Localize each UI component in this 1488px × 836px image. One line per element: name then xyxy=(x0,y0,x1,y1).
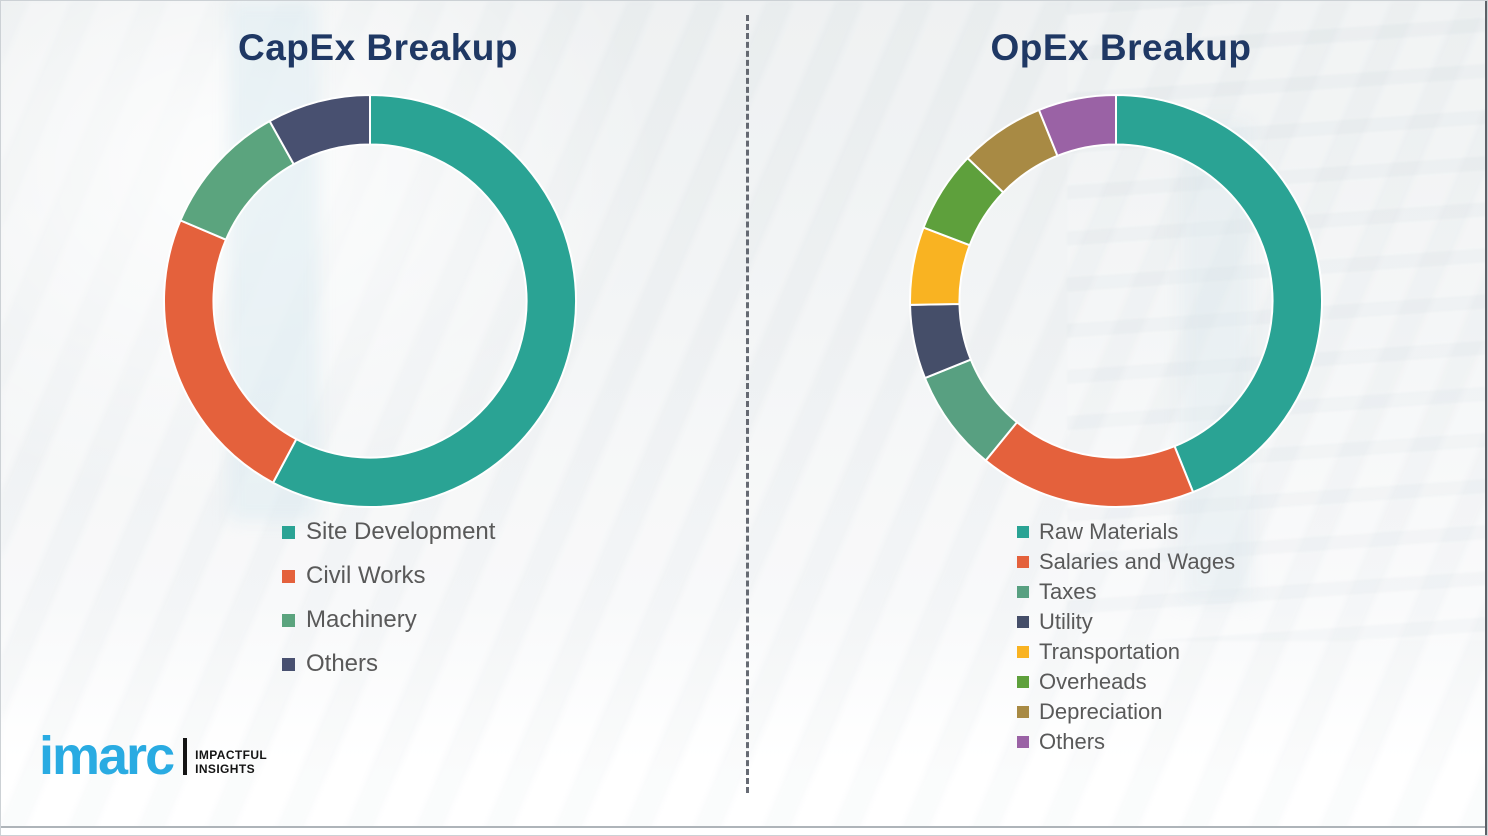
legend-swatch-icon xyxy=(1017,676,1029,688)
capex-panel: CapEx Breakup Site Development Civil Work… xyxy=(1,1,755,835)
legend-item: Raw Materials xyxy=(1017,517,1235,547)
legend-item: Depreciation xyxy=(1017,697,1235,727)
legend-label: Others xyxy=(306,650,379,677)
legend-swatch-icon xyxy=(1017,556,1029,568)
donut-segment xyxy=(179,119,296,242)
legend-item: Transportation xyxy=(1017,637,1235,667)
legend-label: Raw Materials xyxy=(1039,519,1179,544)
logo-tagline: IMPACTFUL INSIGHTS xyxy=(195,748,267,776)
legend-item: Others xyxy=(1017,727,1235,757)
imarc-logo-wordmark: imarc xyxy=(39,726,175,786)
legend-label: Salaries and Wages xyxy=(1039,549,1236,574)
legend-swatch-icon xyxy=(1017,706,1029,718)
legend-item: Taxes xyxy=(1017,577,1235,607)
legend-swatch-icon xyxy=(1017,526,1029,538)
imarc-logo: imarc IMPACTFUL INSIGHTS xyxy=(39,726,267,786)
legend-swatch-icon xyxy=(282,525,295,539)
legend-label: Taxes xyxy=(1039,579,1097,604)
legend-item: Machinery xyxy=(282,598,495,642)
panel-divider-dashed-line xyxy=(746,15,749,793)
legend-swatch-icon xyxy=(1017,586,1029,598)
opex-donut-chart xyxy=(909,93,1323,508)
bottom-margin xyxy=(1,828,1487,835)
legend-item: Overheads xyxy=(1017,667,1235,697)
legend-item: Site Development xyxy=(282,510,495,554)
legend-label: Site Development xyxy=(306,518,496,545)
capex-title: CapEx Breakup xyxy=(238,27,518,68)
logo-tagline-line2: INSIGHTS xyxy=(195,762,255,777)
legend-item: Civil Works xyxy=(282,554,495,598)
logo-divider-bar xyxy=(183,738,188,776)
opex-legend: Raw Materials Salaries and Wages Taxes Util… xyxy=(1017,517,1235,757)
legend-label: Transportation xyxy=(1039,639,1181,664)
logo-tagline-line1: IMPACTFUL xyxy=(195,747,268,762)
legend-swatch-icon xyxy=(282,613,295,627)
legend-swatch-icon xyxy=(282,657,295,671)
capex-legend: Site Development Civil Works Machinery Othe… xyxy=(282,510,495,686)
legend-item: Salaries and Wages xyxy=(1017,547,1235,577)
legend-swatch-icon xyxy=(1017,736,1029,748)
legend-item: Others xyxy=(282,642,495,686)
legend-item: Utility xyxy=(1017,607,1235,637)
donut-segment xyxy=(1037,93,1117,158)
legend-label: Overheads xyxy=(1039,669,1147,694)
legend-label: Utility xyxy=(1039,609,1093,634)
legend-swatch-icon xyxy=(1017,646,1029,658)
legend-label: Machinery xyxy=(306,606,417,633)
right-frame-line xyxy=(1485,1,1487,835)
capex-donut-chart xyxy=(163,93,577,508)
bottom-frame-line xyxy=(1,826,1487,828)
donut-segment xyxy=(268,93,371,166)
donut-segment xyxy=(163,219,298,485)
legend-swatch-icon xyxy=(282,569,295,583)
opex-title: OpEx Breakup xyxy=(990,27,1252,68)
opex-panel: OpEx Breakup Raw Materials Salaries and W… xyxy=(755,1,1487,835)
legend-label: Civil Works xyxy=(306,562,426,589)
donut-segment xyxy=(1115,93,1323,494)
legend-swatch-icon xyxy=(1017,616,1029,628)
legend-label: Others xyxy=(1039,729,1106,754)
donut-segment xyxy=(984,420,1195,508)
legend-label: Depreciation xyxy=(1039,699,1163,724)
donut-segment xyxy=(271,93,577,508)
